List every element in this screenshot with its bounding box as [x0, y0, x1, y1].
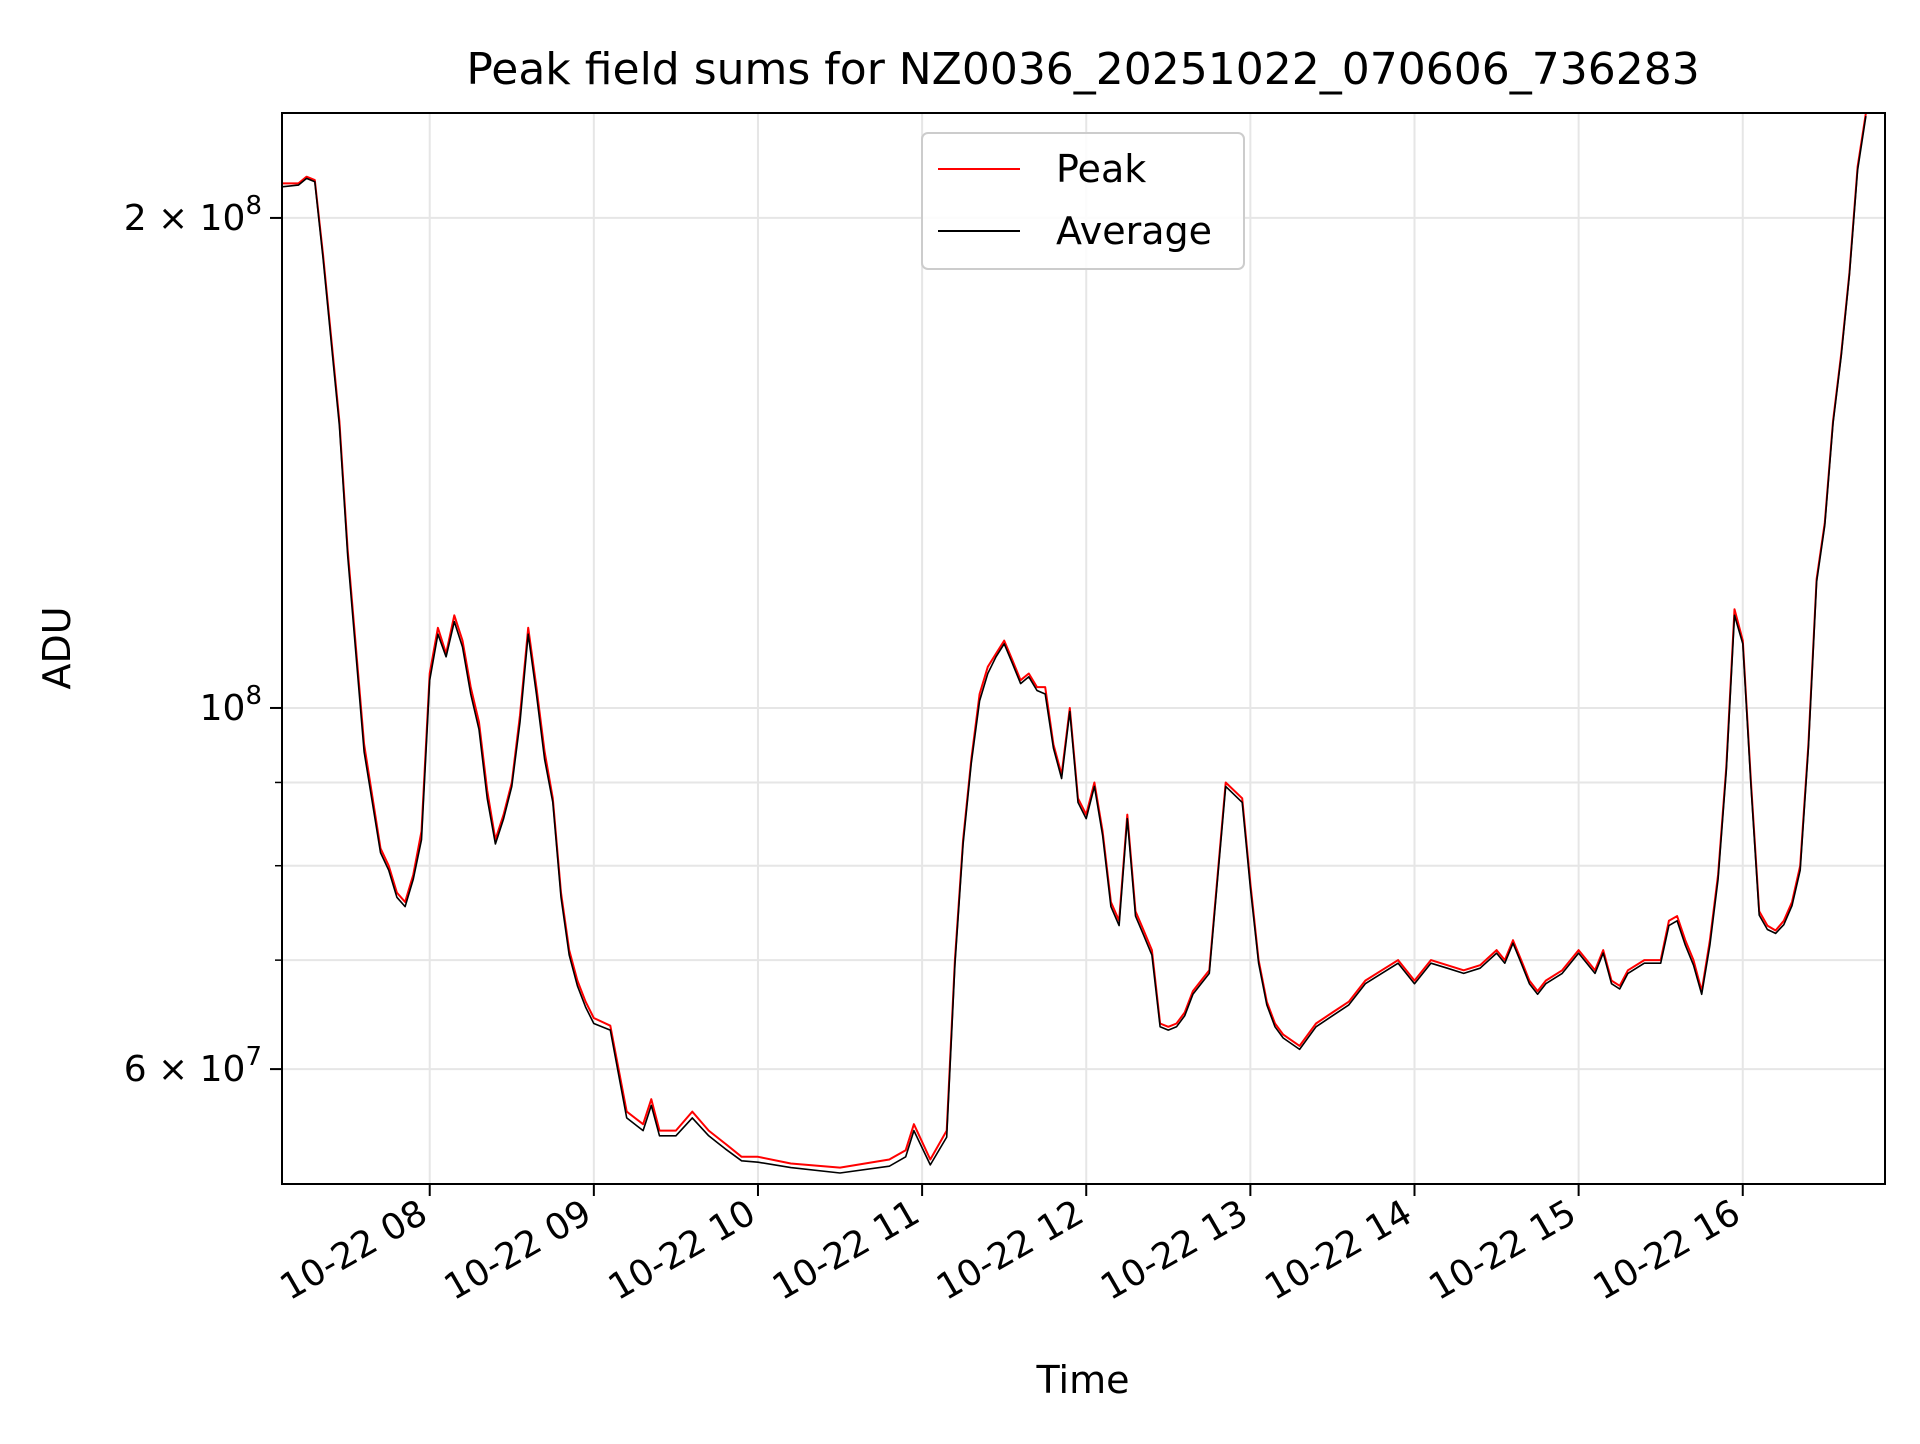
legend-label-peak: Peak	[1056, 147, 1146, 191]
y-tick-label: 2 × 108	[124, 191, 262, 239]
legend-label-average: Average	[1056, 209, 1212, 253]
x-axis-label: Time	[1036, 1358, 1130, 1402]
plot-area-frame	[281, 112, 1886, 1185]
chart-title: Peak field sums for NZ0036_20251022_0706…	[466, 44, 1699, 95]
series-line-average	[282, 115, 1867, 1174]
plot-series	[282, 113, 1867, 1174]
grid-lines	[282, 113, 1885, 1184]
legend: Peak Average	[921, 132, 1245, 270]
legend-box	[921, 132, 1245, 270]
y-tick-label: 6 × 107	[124, 1042, 262, 1090]
y-axis-label: ADU	[35, 606, 79, 689]
